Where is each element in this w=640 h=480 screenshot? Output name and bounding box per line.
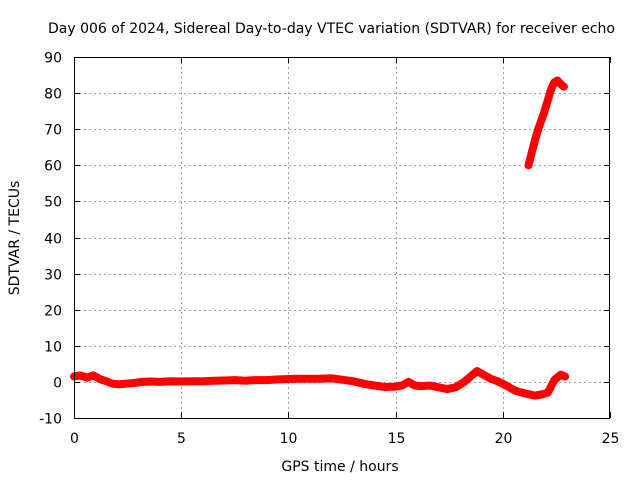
data-point (359, 380, 367, 388)
x-tick-label: 10 (280, 431, 298, 447)
data-point (467, 373, 475, 380)
data-point (426, 382, 434, 389)
data-point (102, 377, 110, 385)
data-point (327, 374, 335, 382)
data-point (499, 380, 507, 388)
data-point (263, 376, 271, 384)
data-point (531, 392, 539, 400)
data-point (167, 377, 174, 385)
x-tick-label: 20 (495, 431, 513, 447)
axis-ticks: 0 5 10 15 20 25 -10 0 10 20 30 40 50 60 70 80 90 (39, 51, 619, 448)
data-point (349, 377, 357, 385)
data-point (537, 391, 545, 398)
y-tick-label: 80 (44, 87, 62, 103)
data-point (370, 382, 378, 389)
data-point (139, 378, 147, 386)
data-point (512, 387, 520, 395)
y-tick-label: 60 (44, 159, 62, 175)
data-point (417, 382, 425, 390)
series-line (70, 367, 569, 400)
data-point (544, 96, 552, 104)
data-point (109, 380, 117, 388)
data-point (505, 383, 513, 391)
data-point (531, 136, 539, 144)
data-point (460, 378, 468, 386)
data-point (541, 107, 549, 115)
data-point (209, 377, 217, 385)
x-tick-label: 25 (602, 431, 620, 447)
chart-title: Day 006 of 2024, Sidereal Day-to-day VTE… (48, 21, 615, 37)
data-point (405, 378, 412, 386)
data-point (518, 389, 526, 397)
y-tick-label: 0 (53, 376, 62, 392)
data-point (561, 373, 569, 380)
data-point (534, 125, 542, 133)
data-point (486, 374, 494, 382)
data-point (528, 149, 536, 157)
data-point (284, 375, 292, 383)
data-point (199, 377, 207, 385)
data-point (295, 375, 303, 383)
data-point (480, 371, 487, 379)
data-point (89, 371, 97, 379)
data-point (525, 390, 532, 398)
data-point (544, 389, 552, 397)
data-point (156, 378, 164, 386)
data-point (122, 380, 129, 388)
data-point (398, 382, 406, 389)
x-tick-label: 5 (177, 431, 186, 447)
y-tick-label: 10 (44, 340, 62, 356)
y-tick-label: 70 (44, 123, 62, 139)
x-axis-label: GPS time / hours (281, 459, 398, 475)
data-point (188, 377, 196, 385)
x-tick-label: 15 (388, 431, 406, 447)
grid-lines (74, 57, 610, 418)
y-tick-label: 40 (44, 232, 62, 248)
y-tick-label: 90 (44, 51, 62, 67)
data-point (115, 380, 123, 388)
data-point (252, 376, 260, 384)
data-point (96, 375, 104, 383)
data-point (220, 377, 228, 384)
data-point (473, 367, 481, 375)
data-point (130, 379, 138, 387)
data-point (452, 383, 460, 391)
y-tick-label: -10 (39, 412, 62, 428)
data-point (392, 383, 400, 391)
data-point (306, 375, 314, 383)
data-point (76, 371, 84, 379)
data-point (550, 376, 558, 384)
data-point (231, 376, 239, 384)
data-point (242, 377, 249, 385)
data-point (525, 161, 532, 169)
y-tick-label: 20 (44, 304, 62, 320)
data-point (317, 375, 325, 383)
data-point (338, 376, 346, 384)
x-tick-label: 0 (70, 431, 79, 447)
data-point (492, 377, 500, 385)
data-point (443, 385, 451, 393)
data-point (560, 83, 568, 91)
data-point (274, 375, 282, 383)
data-point (381, 383, 389, 391)
data-series (70, 76, 569, 400)
y-tick-label: 30 (44, 268, 62, 284)
data-point (435, 383, 442, 391)
data-point (147, 378, 155, 385)
data-point (547, 86, 555, 93)
y-tick-label: 50 (44, 195, 62, 211)
y-axis-label: SDTVAR / TECUs (7, 181, 23, 296)
data-point (411, 382, 419, 389)
data-point (83, 374, 91, 382)
data-point (537, 116, 545, 124)
data-point (177, 378, 185, 385)
